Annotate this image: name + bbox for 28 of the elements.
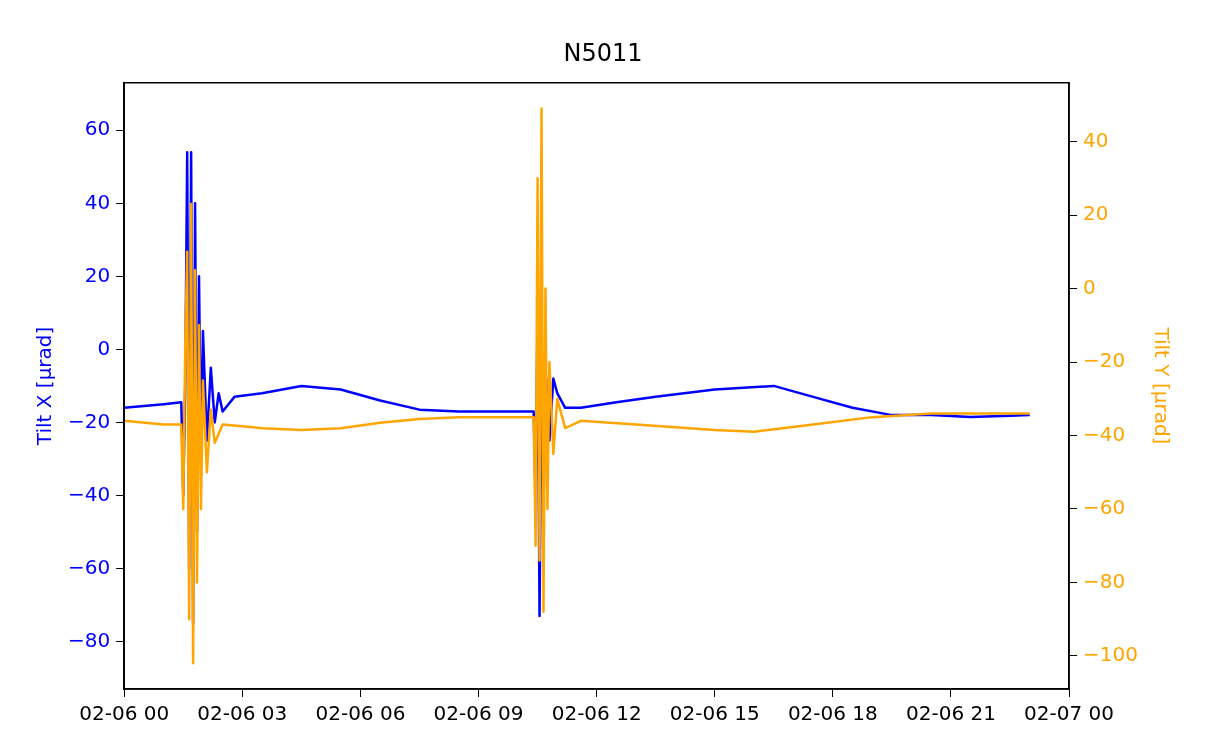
x-tick-label: 02-06 15 (669, 701, 760, 726)
x-tick-label: 02-06 12 (551, 701, 642, 726)
y2-tick-label: −20 (1083, 348, 1126, 373)
y-tick-label: 20 (84, 262, 111, 287)
x-tick-label: 02-06 06 (315, 701, 406, 726)
y-tick-label: 60 (84, 116, 111, 141)
x-tick-label: 02-06 03 (197, 701, 288, 726)
y-tick-label: 40 (84, 189, 111, 214)
chart-title: N5011 (563, 38, 643, 67)
y2-tick-label: −80 (1083, 568, 1126, 593)
x-tick-label: 02-06 09 (433, 701, 524, 726)
y-axis-title: Tilt X [µrad] (32, 326, 57, 447)
y-tick-label: 0 (97, 335, 111, 360)
y-tick-label: −60 (67, 554, 111, 579)
x-tick-label: 02-06 18 (787, 701, 878, 726)
y2-tick-label: 40 (1083, 127, 1109, 152)
x-tick-label: 02-07 00 (1024, 701, 1115, 726)
x-tick-label: 02-06 21 (906, 701, 996, 726)
y-tick-label: −40 (67, 481, 111, 506)
y2-axis-title: Tilt Y [µrad] (1149, 326, 1174, 445)
y2-tick-label: −100 (1083, 642, 1139, 667)
y-tick-label: −20 (67, 408, 111, 433)
x-tick-label: 02-06 00 (79, 701, 170, 726)
y2-tick-label: 0 (1083, 274, 1096, 299)
y-tick-label: −80 (67, 627, 111, 652)
y2-tick-label: −60 (1083, 495, 1126, 520)
y2-tick-label: −40 (1083, 421, 1126, 446)
y2-tick-label: 20 (1083, 201, 1109, 226)
